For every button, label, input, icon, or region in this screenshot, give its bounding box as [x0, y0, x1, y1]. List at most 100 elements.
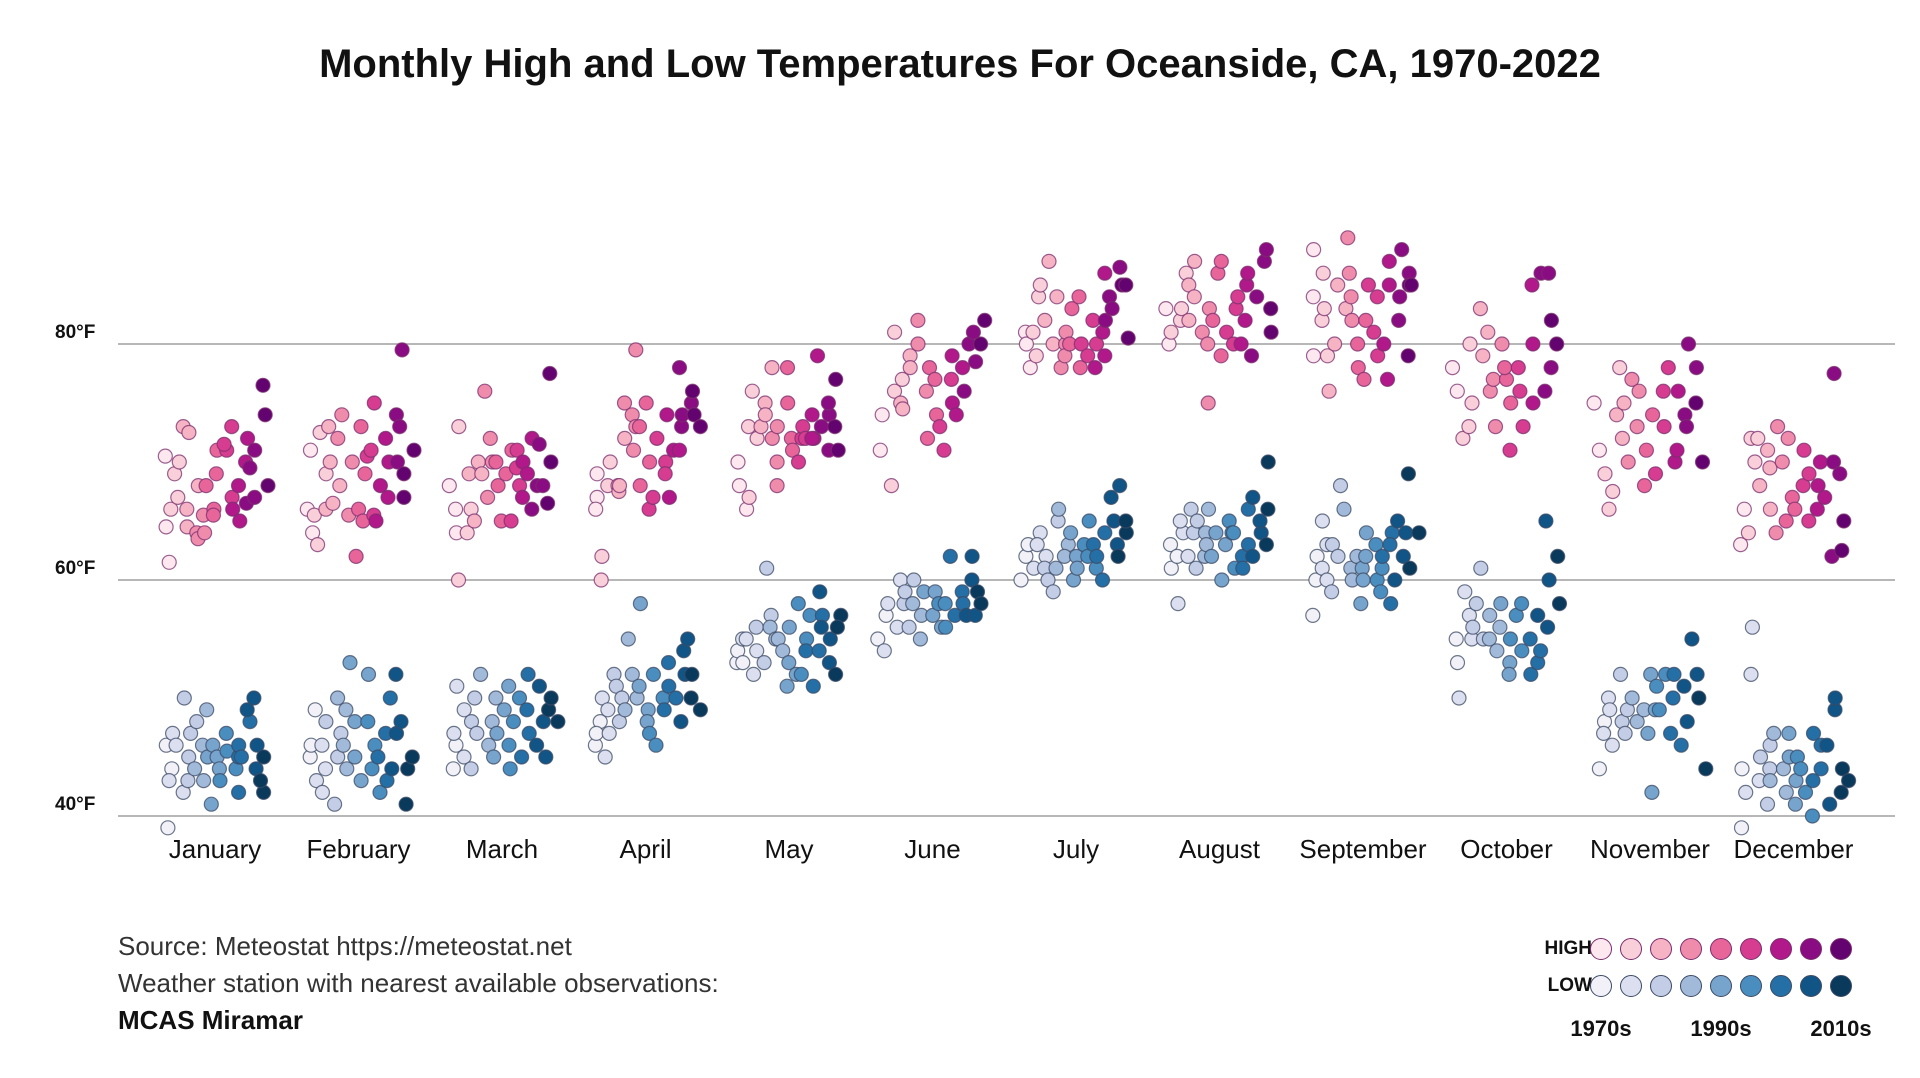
high-point [790, 454, 807, 470]
high-point [1787, 501, 1803, 517]
high-point [535, 478, 551, 494]
high-point [1391, 312, 1407, 328]
low-point [1089, 548, 1105, 565]
high-point [240, 430, 256, 446]
high-point [380, 489, 396, 505]
low-point [1355, 572, 1371, 588]
high-point [1502, 442, 1518, 458]
chart-title: Monthly High and Low Temperatures For Oc… [319, 42, 1601, 86]
low-point [735, 654, 751, 671]
low-point [1208, 525, 1224, 541]
low-point [631, 678, 647, 694]
high-point [1736, 501, 1752, 517]
high-point [1381, 253, 1397, 269]
high-point [1747, 454, 1763, 470]
low-point [793, 666, 809, 683]
legend-low-swatch [1680, 975, 1702, 997]
low-point [798, 643, 814, 659]
high-point [671, 442, 688, 458]
high-point [1118, 277, 1134, 293]
low-point [486, 749, 502, 765]
low-point [1759, 796, 1776, 812]
low-point [1541, 572, 1557, 588]
legend-high-swatch [1590, 938, 1612, 960]
high-point [1455, 430, 1471, 446]
high-point [1186, 253, 1203, 269]
low-point [661, 678, 677, 694]
high-point [631, 419, 648, 435]
low-point [1468, 595, 1484, 612]
low-point [1314, 513, 1331, 529]
low-point [1684, 631, 1700, 647]
high-point [1263, 324, 1279, 340]
low-point [501, 678, 517, 694]
high-point [1475, 348, 1491, 364]
low-point [901, 619, 917, 635]
high-point [874, 407, 890, 423]
high-point [216, 436, 232, 452]
low-point [1258, 536, 1275, 553]
high-point [977, 312, 993, 328]
low-point [528, 737, 545, 753]
high-point [1778, 513, 1794, 529]
y-axis-ticks: 40°F 60°F 80°F [55, 322, 95, 815]
high-point [1080, 348, 1096, 364]
legend-low-label: LOW [1547, 975, 1592, 996]
high-point [1344, 312, 1360, 328]
low-point [1183, 501, 1199, 517]
high-point [1480, 324, 1496, 340]
low-point [513, 749, 530, 765]
high-point [161, 554, 177, 570]
low-point [1217, 536, 1234, 553]
high-point [1032, 277, 1048, 293]
low-point [1029, 536, 1045, 553]
low-point [1781, 725, 1797, 742]
low-point [353, 772, 369, 789]
high-point [224, 419, 240, 435]
low-point [1595, 725, 1612, 742]
high-point [1233, 336, 1249, 352]
high-point [1240, 265, 1256, 281]
high-point [1591, 442, 1608, 458]
low-point [1188, 560, 1204, 576]
high-point [1356, 371, 1372, 387]
high-point [1694, 454, 1711, 470]
high-point [441, 478, 457, 494]
low-point [1502, 631, 1519, 647]
high-point [602, 454, 618, 470]
high-point [919, 430, 936, 446]
low-point [176, 690, 192, 706]
low-point [1813, 761, 1829, 777]
high-point [1472, 301, 1489, 317]
low-point [684, 666, 700, 683]
high-point [895, 401, 911, 417]
low-point [1752, 749, 1769, 765]
low-point [1180, 548, 1196, 565]
legend-low-swatch [1710, 975, 1732, 997]
high-point [1379, 371, 1396, 387]
high-point [1181, 312, 1197, 328]
high-point [310, 536, 326, 553]
low-point [813, 619, 829, 635]
low-point [187, 761, 203, 777]
low-point [1411, 525, 1427, 541]
low-point [973, 595, 989, 612]
low-point [1260, 454, 1276, 470]
low-point [183, 725, 199, 742]
high-point [1750, 430, 1766, 446]
high-point [322, 454, 338, 470]
high-point [1258, 242, 1275, 258]
low-point [233, 749, 249, 765]
low-point [521, 725, 537, 742]
low-point [1260, 501, 1276, 517]
low-point [1323, 584, 1340, 600]
low-point [327, 796, 343, 812]
high-point [1200, 336, 1216, 352]
low-point [1358, 525, 1375, 541]
low-point [1170, 595, 1186, 612]
high-point [1112, 259, 1128, 275]
high-point [1071, 289, 1087, 305]
low-point [1048, 560, 1064, 576]
high-point [450, 572, 467, 588]
low-point [912, 631, 929, 647]
